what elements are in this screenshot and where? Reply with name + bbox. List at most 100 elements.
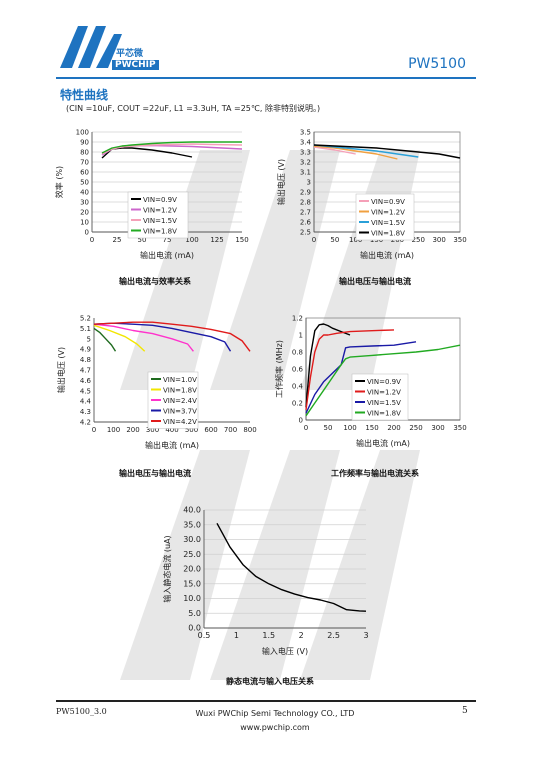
company-name: Wuxi PWChip Semi Technology CO., LTD	[195, 709, 355, 718]
legend-entry: VIN=4.2V	[163, 418, 197, 426]
y-tick-label: 3.4	[300, 139, 312, 147]
y-tick-label: 10	[80, 219, 89, 227]
y-tick-label: 4.7	[80, 367, 91, 375]
legend-entry: VIN=1.8V	[143, 227, 177, 235]
y-tick-label: 4.9	[80, 346, 91, 354]
series-line	[305, 323, 351, 408]
y-tick-label: 90	[80, 139, 89, 147]
legend-entry: VIN=1.2V	[371, 208, 405, 216]
x-tick-label: 250	[409, 424, 422, 432]
legend-entry: VIN=0.9V	[371, 198, 405, 206]
y-tick-label: 0.0	[188, 624, 201, 633]
legend-entry: VIN=1.5V	[143, 217, 177, 225]
x-tick-label: 250	[412, 236, 425, 244]
page-number: 5	[462, 706, 468, 716]
y-tick-label: 0.4	[292, 383, 304, 391]
y-tick-label: 2.5	[300, 229, 311, 237]
section-title: 特性曲线	[60, 88, 109, 102]
y-tick-label: 3.3	[300, 149, 311, 157]
caption-frequency: 工作频率与输出电流关系	[331, 469, 419, 478]
y-axis-label: 输出电压 (V)	[56, 347, 66, 393]
x-tick-label: 300	[432, 236, 445, 244]
legend-entry: VIN=1.5V	[371, 219, 405, 227]
watermark-logo-lower	[120, 450, 420, 680]
legend-entry: VIN=1.0V	[163, 376, 197, 384]
y-tick-label: 5.1	[80, 325, 91, 333]
y-tick-label: 10.0	[183, 594, 201, 603]
x-tick-label: 125	[210, 236, 223, 244]
caption-quiescent-current: 静态电流与输入电压关系	[226, 677, 314, 686]
y-tick-label: 20.0	[183, 565, 201, 574]
y-tick-label: 3	[307, 179, 311, 187]
x-tick-label: 50	[138, 236, 147, 244]
chart-vout-iout-1: 0501001502002503003502.52.62.72.82.933.1…	[270, 122, 480, 272]
y-tick-label: 70	[80, 159, 89, 167]
header-rule	[56, 77, 476, 79]
y-tick-label: 30	[80, 199, 89, 207]
y-tick-label: 2.9	[300, 189, 311, 197]
series-line	[93, 324, 146, 352]
legend-entry: VIN=2.4V	[163, 397, 197, 405]
x-axis-label: 输出电流 (mA)	[145, 440, 199, 450]
y-tick-label: 0	[299, 417, 303, 425]
x-tick-label: 0	[90, 236, 94, 244]
series-line	[216, 522, 367, 612]
y-tick-label: 20	[80, 209, 89, 217]
series-line	[93, 321, 251, 352]
x-tick-label: 150	[365, 424, 378, 432]
series-line	[313, 145, 398, 160]
x-tick-label: 100	[343, 424, 356, 432]
x-axis-label: 输出电流 (mA)	[140, 250, 194, 260]
legend-entry: VIN=3.7V	[163, 407, 197, 415]
x-tick-label: 150	[235, 236, 248, 244]
y-tick-label: 0.6	[292, 366, 304, 374]
y-axis-label: 输出电压 (V)	[276, 159, 286, 205]
footer-company: Wuxi PWChip Semi Technology CO., LTD www…	[190, 707, 360, 735]
part-number: PW5100	[408, 56, 466, 72]
x-tick-label: 100	[349, 236, 362, 244]
x-tick-label: 100	[107, 426, 120, 434]
x-tick-label: 300	[431, 424, 444, 432]
y-tick-label: 50	[80, 179, 89, 187]
doc-version: PW5100_3.0	[56, 707, 107, 716]
series-line	[93, 327, 117, 352]
y-tick-label: 0	[85, 229, 89, 237]
legend-entry: VIN=1.8V	[371, 229, 405, 237]
x-axis-label: 输出电流 (mA)	[360, 250, 414, 260]
y-tick-label: 35.0	[183, 520, 201, 529]
y-tick-label: 5	[87, 335, 91, 343]
y-tick-label: 5.2	[80, 315, 91, 323]
x-tick-label: 200	[387, 424, 400, 432]
series-line	[101, 147, 193, 159]
y-tick-label: 15.0	[183, 579, 201, 588]
legend-entry: VIN=0.9V	[367, 378, 401, 386]
y-tick-label: 60	[80, 169, 89, 177]
x-tick-label: 800	[243, 426, 256, 434]
test-conditions: (CIN =10uF, COUT =22uF, L1 =3.3uH, TA =2…	[66, 104, 321, 113]
y-tick-label: 4.3	[80, 408, 91, 416]
y-tick-label: 2.8	[300, 199, 311, 207]
x-tick-label: 50	[324, 424, 333, 432]
y-tick-label: 2.7	[300, 209, 311, 217]
y-tick-label: 40.0	[183, 506, 201, 515]
y-tick-label: 4.6	[80, 377, 92, 385]
x-axis-label: 输出电流 (mA)	[356, 438, 410, 448]
series-line	[313, 144, 461, 159]
brand-name-cn: 平芯微	[116, 49, 144, 59]
y-axis-label: 工作频率 (MHz)	[274, 340, 284, 398]
y-tick-label: 100	[76, 129, 89, 137]
y-tick-label: 1.2	[292, 315, 303, 323]
legend-entry: VIN=0.9V	[143, 196, 177, 204]
caption-vout-iout-2: 输出电压与输出电流	[119, 469, 191, 478]
x-tick-label: 500	[185, 426, 198, 434]
series-line	[313, 144, 419, 158]
chart-vout-iout-2: 0 100 200 300 400 500 600 700 800 4.2 4.3 4.4 4.5 4.6…	[40, 310, 270, 460]
legend-entry: VIN=1.8V	[163, 386, 197, 394]
series-line	[305, 344, 461, 417]
x-tick-label: 0	[92, 426, 96, 434]
x-tick-label: 2	[299, 631, 304, 640]
y-axis-label: 效率 (%)	[54, 166, 64, 198]
x-tick-label: 25	[113, 236, 122, 244]
x-tick-label: 50	[330, 236, 339, 244]
legend-entry: VIN=1.2V	[143, 206, 177, 214]
